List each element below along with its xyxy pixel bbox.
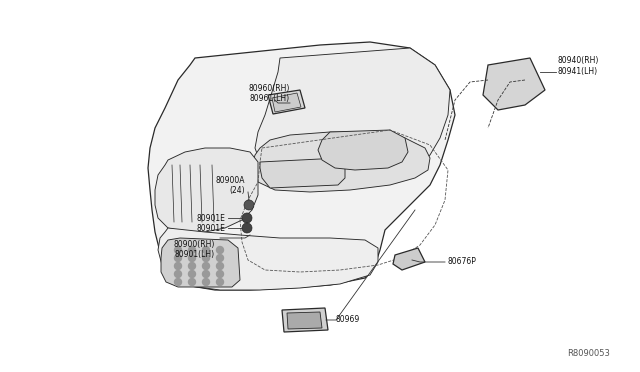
Polygon shape bbox=[252, 132, 430, 192]
Circle shape bbox=[189, 247, 195, 253]
Text: 80900(RH)
80901(LH): 80900(RH) 80901(LH) bbox=[173, 240, 215, 259]
Text: 80960(RH)
80961(LH): 80960(RH) 80961(LH) bbox=[248, 84, 290, 103]
Circle shape bbox=[202, 247, 209, 253]
Circle shape bbox=[175, 270, 182, 278]
Circle shape bbox=[189, 263, 195, 269]
Polygon shape bbox=[282, 308, 328, 332]
Circle shape bbox=[189, 254, 195, 262]
Circle shape bbox=[175, 254, 182, 262]
Circle shape bbox=[216, 254, 223, 262]
Text: 80901E: 80901E bbox=[196, 214, 225, 222]
Polygon shape bbox=[161, 238, 240, 287]
Circle shape bbox=[242, 223, 252, 233]
Circle shape bbox=[189, 279, 195, 285]
Circle shape bbox=[216, 279, 223, 285]
Circle shape bbox=[242, 213, 252, 223]
Circle shape bbox=[244, 200, 254, 210]
Circle shape bbox=[202, 270, 209, 278]
Polygon shape bbox=[148, 42, 455, 290]
Circle shape bbox=[216, 270, 223, 278]
Polygon shape bbox=[483, 58, 545, 110]
Text: 80969: 80969 bbox=[335, 315, 359, 324]
Circle shape bbox=[175, 279, 182, 285]
Polygon shape bbox=[393, 248, 425, 270]
Text: 80901E: 80901E bbox=[196, 224, 225, 232]
Polygon shape bbox=[287, 312, 322, 329]
Polygon shape bbox=[260, 158, 345, 188]
Circle shape bbox=[189, 270, 195, 278]
Circle shape bbox=[202, 263, 209, 269]
Circle shape bbox=[216, 247, 223, 253]
Text: 80900A
(24): 80900A (24) bbox=[216, 176, 245, 195]
Polygon shape bbox=[155, 148, 258, 232]
Polygon shape bbox=[255, 48, 450, 188]
Circle shape bbox=[216, 263, 223, 269]
Circle shape bbox=[202, 254, 209, 262]
Text: 80676P: 80676P bbox=[448, 257, 477, 266]
Text: 80940(RH)
80941(LH): 80940(RH) 80941(LH) bbox=[558, 56, 600, 76]
Circle shape bbox=[202, 279, 209, 285]
Circle shape bbox=[175, 263, 182, 269]
Polygon shape bbox=[272, 93, 301, 112]
Polygon shape bbox=[318, 130, 408, 170]
Polygon shape bbox=[158, 228, 378, 290]
Polygon shape bbox=[268, 90, 305, 114]
Text: R8090053: R8090053 bbox=[567, 349, 610, 358]
Circle shape bbox=[175, 247, 182, 253]
